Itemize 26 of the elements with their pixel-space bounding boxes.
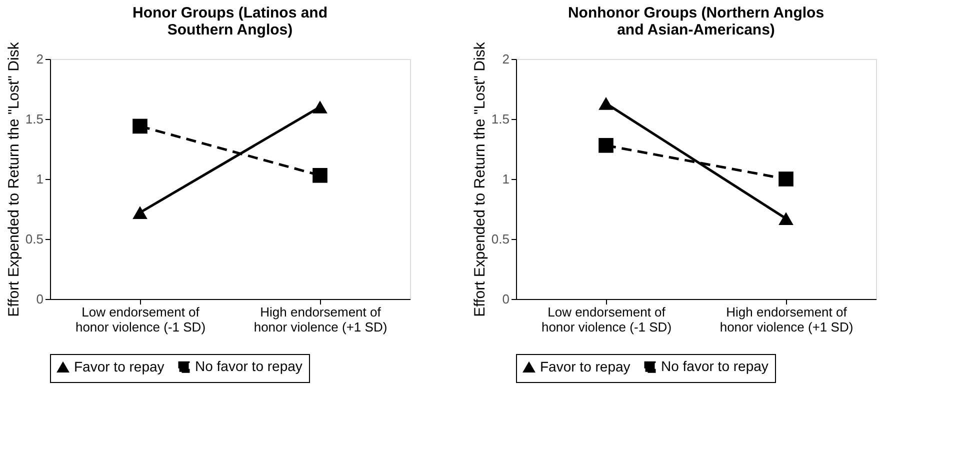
y-tick-label: 0.5 [491,232,510,246]
x-tick-label: High endorsement of honor violence (+1 SD) [720,304,854,334]
legend-label: No favor to repay [661,358,768,374]
y-tick-label: 0.5 [25,232,44,246]
chart-title: Nonhonor Groups (Northern Anglos and Asian-Americans) [568,4,824,39]
y-tick-label: 0 [502,292,510,306]
y-tick-label: 0 [36,292,44,306]
y-tick-label: 1 [36,172,44,186]
y-tick-label: 1.5 [491,112,510,126]
legend-label: Favor to repay [540,358,630,374]
point [598,138,614,153]
point [132,118,148,134]
legend-label: Favor to repay [74,358,164,374]
x-tick-label: High endorsement of honor violence (+1 SD) [254,304,388,334]
x-tick-label: Low endorsement of honor violence (-1 SD) [541,304,672,334]
point [778,172,794,186]
y-axis-title: Effort Expended to Return the "Lost" Disk [471,42,488,317]
legend-label: No favor to repay [195,358,302,374]
y-tick-label: 2 [36,52,44,66]
chart-title: Honor Groups (Latinos and Southern Anglos) [132,4,328,39]
y-axis-title: Effort Expended to Return the "Lost" Disk [5,42,22,317]
x-tick-label: Low endorsement of honor violence (-1 SD) [75,304,206,334]
y-tick-label: 2 [502,52,510,66]
point [312,168,328,183]
y-tick-label: 1 [502,172,510,186]
y-tick-label: 1.5 [25,112,44,126]
